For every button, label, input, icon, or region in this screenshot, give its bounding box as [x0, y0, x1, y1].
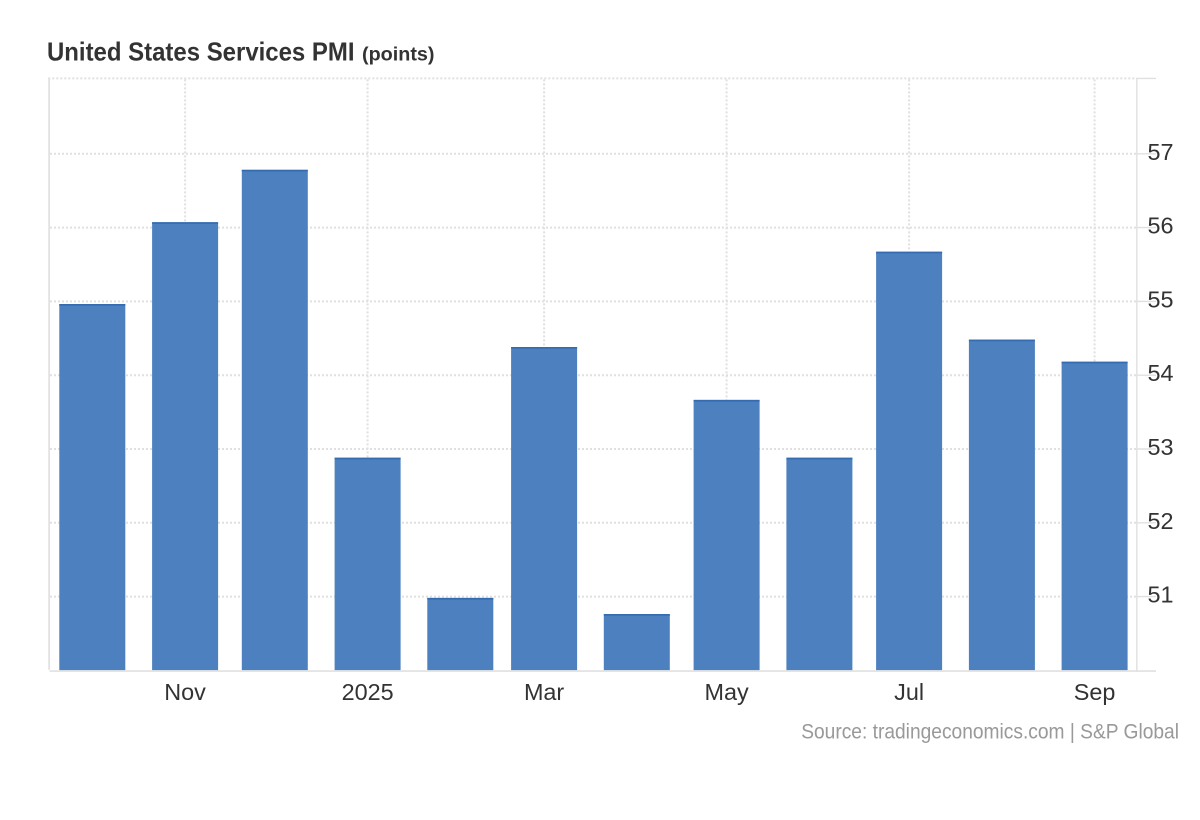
svg-text:(points): (points) — [362, 43, 435, 65]
svg-text:52: 52 — [1148, 508, 1174, 534]
svg-text:Mar: Mar — [524, 679, 564, 705]
svg-text:53: 53 — [1148, 434, 1174, 460]
svg-text:51: 51 — [1148, 582, 1174, 608]
svg-text:United States Services PMI: United States Services PMI — [47, 36, 355, 66]
svg-text:Nov: Nov — [164, 679, 206, 705]
svg-text:57: 57 — [1148, 139, 1174, 165]
svg-text:May: May — [704, 679, 748, 705]
svg-text:54: 54 — [1148, 360, 1174, 386]
svg-text:2025: 2025 — [342, 679, 394, 705]
svg-text:56: 56 — [1148, 213, 1174, 239]
svg-text:Sep: Sep — [1074, 679, 1116, 705]
svg-text:Source: tradingeconomics.com |: Source: tradingeconomics.com | S&P Globa… — [801, 719, 1179, 743]
svg-text:55: 55 — [1148, 286, 1174, 312]
svg-text:Jul: Jul — [894, 679, 924, 705]
